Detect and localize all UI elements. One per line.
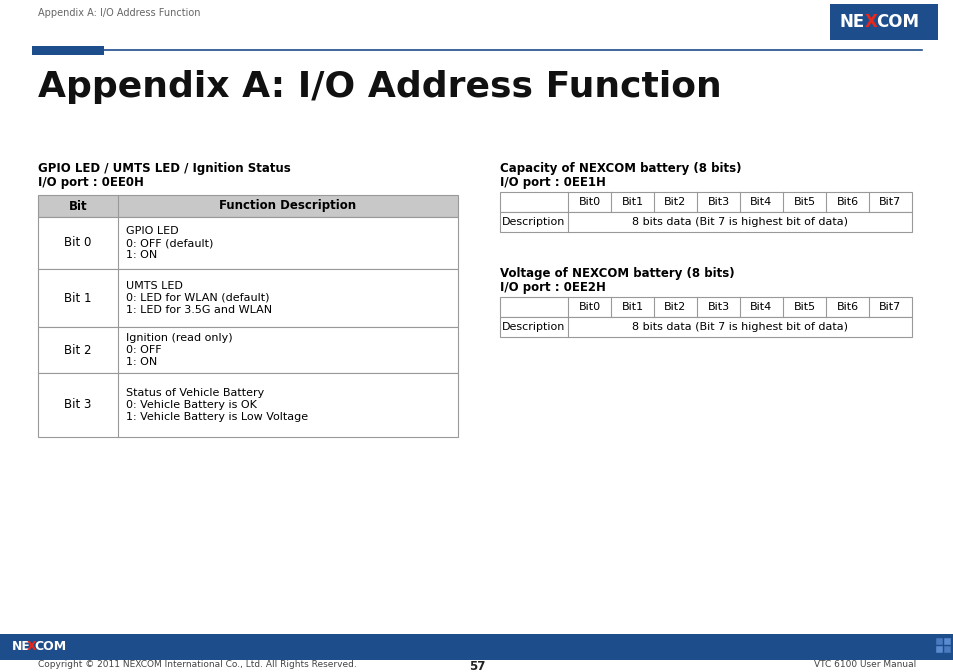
- Text: Bit1: Bit1: [620, 302, 643, 312]
- Text: Bit0: Bit0: [578, 197, 600, 207]
- Text: Bit: Bit: [69, 200, 88, 212]
- Text: COM: COM: [875, 13, 918, 31]
- Bar: [943, 638, 950, 645]
- Text: X: X: [864, 13, 877, 31]
- Text: Appendix A: I/O Address Function: Appendix A: I/O Address Function: [38, 8, 200, 18]
- Text: Bit2: Bit2: [663, 197, 686, 207]
- Text: Bit7: Bit7: [879, 197, 901, 207]
- Text: Appendix A: I/O Address Function: Appendix A: I/O Address Function: [38, 70, 721, 104]
- Text: Bit1: Bit1: [620, 197, 643, 207]
- Bar: [32, 46, 104, 55]
- Text: Bit0: Bit0: [578, 302, 600, 312]
- Text: 0: Vehicle Battery is OK: 0: Vehicle Battery is OK: [126, 400, 256, 410]
- Text: 0: LED for WLAN (default): 0: LED for WLAN (default): [126, 293, 269, 303]
- Text: Function Description: Function Description: [219, 200, 356, 212]
- Text: Bit7: Bit7: [879, 302, 901, 312]
- Text: Bit5: Bit5: [793, 302, 815, 312]
- Text: Description: Description: [502, 322, 565, 332]
- Text: Copyright © 2011 NEXCOM International Co., Ltd. All Rights Reserved.: Copyright © 2011 NEXCOM International Co…: [38, 660, 356, 669]
- Text: Status of Vehicle Battery: Status of Vehicle Battery: [126, 388, 264, 398]
- Text: Bit 1: Bit 1: [64, 292, 91, 304]
- Text: Bit6: Bit6: [836, 302, 858, 312]
- Text: Bit2: Bit2: [663, 302, 686, 312]
- Text: 1: LED for 3.5G and WLAN: 1: LED for 3.5G and WLAN: [126, 305, 272, 315]
- Text: Bit3: Bit3: [707, 197, 729, 207]
- Text: Bit4: Bit4: [750, 302, 772, 312]
- Text: 0: OFF (default): 0: OFF (default): [126, 238, 213, 248]
- Text: 0: OFF: 0: OFF: [126, 345, 161, 355]
- Text: I/O port : 0EE2H: I/O port : 0EE2H: [499, 281, 605, 294]
- Bar: [38, 217, 457, 269]
- Bar: [499, 297, 911, 317]
- Text: Ignition (read only): Ignition (read only): [126, 333, 233, 343]
- Bar: [0, 660, 953, 672]
- Text: 8 bits data (Bit 7 is highest bit of data): 8 bits data (Bit 7 is highest bit of dat…: [631, 322, 847, 332]
- Bar: [829, 4, 937, 40]
- Bar: [38, 195, 457, 217]
- Text: Bit6: Bit6: [836, 197, 858, 207]
- Text: 1: Vehicle Battery is Low Voltage: 1: Vehicle Battery is Low Voltage: [126, 412, 308, 422]
- Text: Capacity of NEXCOM battery (8 bits): Capacity of NEXCOM battery (8 bits): [499, 162, 740, 175]
- Bar: [499, 192, 911, 212]
- Bar: [935, 646, 942, 653]
- Bar: [935, 638, 942, 645]
- Text: Voltage of NEXCOM battery (8 bits): Voltage of NEXCOM battery (8 bits): [499, 267, 734, 280]
- Text: Bit 0: Bit 0: [64, 237, 91, 249]
- Bar: [499, 317, 911, 337]
- Text: 57: 57: [468, 660, 485, 672]
- Bar: [943, 646, 950, 653]
- Text: Bit5: Bit5: [793, 197, 815, 207]
- Bar: [38, 269, 457, 327]
- Text: GPIO LED / UMTS LED / Ignition Status: GPIO LED / UMTS LED / Ignition Status: [38, 162, 291, 175]
- Text: NE: NE: [840, 13, 864, 31]
- Bar: [38, 373, 457, 437]
- Text: Bit4: Bit4: [750, 197, 772, 207]
- Text: 8 bits data (Bit 7 is highest bit of data): 8 bits data (Bit 7 is highest bit of dat…: [631, 217, 847, 227]
- Bar: [38, 327, 457, 373]
- Text: NE: NE: [12, 640, 30, 653]
- Text: COM: COM: [34, 640, 66, 653]
- Text: UMTS LED: UMTS LED: [126, 281, 183, 291]
- Bar: [499, 212, 911, 232]
- Text: Bit 2: Bit 2: [64, 343, 91, 357]
- Text: Bit3: Bit3: [707, 302, 729, 312]
- Text: I/O port : 0EE0H: I/O port : 0EE0H: [38, 176, 144, 189]
- Text: VTC 6100 User Manual: VTC 6100 User Manual: [813, 660, 915, 669]
- Text: X: X: [27, 640, 36, 653]
- Text: Description: Description: [502, 217, 565, 227]
- Text: I/O port : 0EE1H: I/O port : 0EE1H: [499, 176, 605, 189]
- Text: 1: ON: 1: ON: [126, 250, 157, 260]
- Text: GPIO LED: GPIO LED: [126, 226, 178, 236]
- Bar: [0, 634, 953, 660]
- Text: Bit 3: Bit 3: [64, 398, 91, 411]
- Text: 1: ON: 1: ON: [126, 357, 157, 367]
